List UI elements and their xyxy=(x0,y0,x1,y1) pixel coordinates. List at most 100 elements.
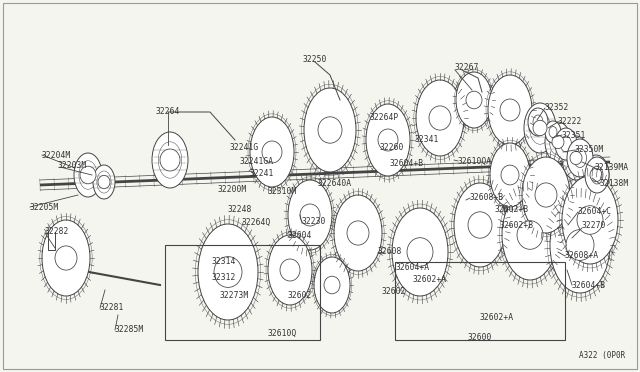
Ellipse shape xyxy=(268,235,312,305)
Ellipse shape xyxy=(545,122,571,162)
Text: 32610QA: 32610QA xyxy=(458,157,492,166)
Text: 32604: 32604 xyxy=(288,231,312,241)
Ellipse shape xyxy=(502,190,558,280)
Ellipse shape xyxy=(552,135,564,148)
Ellipse shape xyxy=(378,129,398,151)
Text: 32273M: 32273M xyxy=(220,291,249,299)
Ellipse shape xyxy=(74,153,102,197)
Text: 32602+B: 32602+B xyxy=(500,221,534,230)
Text: 32351: 32351 xyxy=(562,131,586,140)
Text: 32241G: 32241G xyxy=(230,144,259,153)
Ellipse shape xyxy=(501,165,519,185)
Text: 32200M: 32200M xyxy=(218,186,247,195)
Text: 32602: 32602 xyxy=(382,288,406,296)
Ellipse shape xyxy=(517,221,543,249)
Ellipse shape xyxy=(567,139,593,177)
Text: 32602: 32602 xyxy=(288,291,312,299)
Text: 32264: 32264 xyxy=(156,108,180,116)
Ellipse shape xyxy=(522,157,570,233)
Ellipse shape xyxy=(347,221,369,245)
Ellipse shape xyxy=(555,128,577,160)
Text: 32310M: 32310M xyxy=(268,187,297,196)
Text: 32264P: 32264P xyxy=(370,113,399,122)
Ellipse shape xyxy=(42,220,90,296)
Text: 32604+A: 32604+A xyxy=(396,263,430,272)
Ellipse shape xyxy=(490,143,530,207)
Text: 32250: 32250 xyxy=(303,55,327,64)
Ellipse shape xyxy=(250,117,294,187)
Ellipse shape xyxy=(314,257,350,313)
Ellipse shape xyxy=(550,197,610,293)
Ellipse shape xyxy=(456,72,492,128)
Text: 32608+B: 32608+B xyxy=(470,193,504,202)
Ellipse shape xyxy=(570,151,582,164)
Text: 32312: 32312 xyxy=(212,273,236,282)
Text: 32341: 32341 xyxy=(415,135,440,144)
Ellipse shape xyxy=(288,180,332,250)
Ellipse shape xyxy=(524,103,556,153)
Ellipse shape xyxy=(407,238,433,266)
Ellipse shape xyxy=(416,80,464,156)
Text: 32314: 32314 xyxy=(212,257,236,266)
Text: 32604+B: 32604+B xyxy=(572,280,606,289)
Text: 32285M: 32285M xyxy=(115,326,144,334)
Text: 32282: 32282 xyxy=(45,228,69,237)
Ellipse shape xyxy=(562,136,590,180)
Text: 32230: 32230 xyxy=(302,218,326,227)
Text: 32604+B: 32604+B xyxy=(390,158,424,167)
Ellipse shape xyxy=(585,157,609,193)
Text: 32139MA: 32139MA xyxy=(595,164,629,173)
Ellipse shape xyxy=(454,183,506,267)
Text: 32352: 32352 xyxy=(545,103,570,112)
Ellipse shape xyxy=(300,204,320,226)
Ellipse shape xyxy=(324,276,340,294)
Ellipse shape xyxy=(577,206,603,234)
Ellipse shape xyxy=(334,195,382,271)
Text: 32241: 32241 xyxy=(250,170,275,179)
Ellipse shape xyxy=(583,155,609,195)
Text: 32602+B: 32602+B xyxy=(495,205,529,215)
Text: 32222: 32222 xyxy=(558,118,582,126)
Ellipse shape xyxy=(545,121,561,143)
Ellipse shape xyxy=(198,224,258,320)
Text: 32600: 32600 xyxy=(468,333,492,341)
Ellipse shape xyxy=(468,212,492,238)
Text: 32608: 32608 xyxy=(378,247,403,257)
Ellipse shape xyxy=(488,75,532,145)
Text: 32260: 32260 xyxy=(380,144,404,153)
Text: 32205M: 32205M xyxy=(30,203,60,212)
Text: 32267: 32267 xyxy=(455,64,479,73)
Ellipse shape xyxy=(93,165,115,199)
Text: 32241GA: 32241GA xyxy=(240,157,274,166)
Text: 32350M: 32350M xyxy=(575,145,604,154)
Ellipse shape xyxy=(535,183,557,207)
Text: A322 (0P0R: A322 (0P0R xyxy=(579,351,625,360)
Ellipse shape xyxy=(566,230,594,260)
Text: 32604+C: 32604+C xyxy=(578,208,612,217)
Ellipse shape xyxy=(98,176,110,189)
Text: 32264Q: 32264Q xyxy=(242,218,271,227)
Ellipse shape xyxy=(304,88,356,172)
Ellipse shape xyxy=(152,132,188,188)
Text: 32602+A: 32602+A xyxy=(413,276,447,285)
Text: 322640A: 322640A xyxy=(318,179,352,187)
Text: 32602+A: 32602+A xyxy=(480,314,514,323)
Ellipse shape xyxy=(528,108,548,136)
Ellipse shape xyxy=(55,246,77,270)
Ellipse shape xyxy=(562,176,618,264)
Ellipse shape xyxy=(160,149,180,171)
Ellipse shape xyxy=(366,104,410,176)
Text: 32610Q: 32610Q xyxy=(268,328,297,337)
Text: 32138M: 32138M xyxy=(600,180,629,189)
Ellipse shape xyxy=(590,169,602,182)
Text: 32281: 32281 xyxy=(100,304,124,312)
Ellipse shape xyxy=(318,117,342,143)
Text: 32204M: 32204M xyxy=(42,151,71,160)
Ellipse shape xyxy=(214,257,242,288)
Ellipse shape xyxy=(262,141,282,163)
Ellipse shape xyxy=(429,106,451,130)
Ellipse shape xyxy=(392,208,448,296)
Ellipse shape xyxy=(466,91,482,109)
Text: 32270: 32270 xyxy=(582,221,606,231)
Ellipse shape xyxy=(533,120,547,136)
